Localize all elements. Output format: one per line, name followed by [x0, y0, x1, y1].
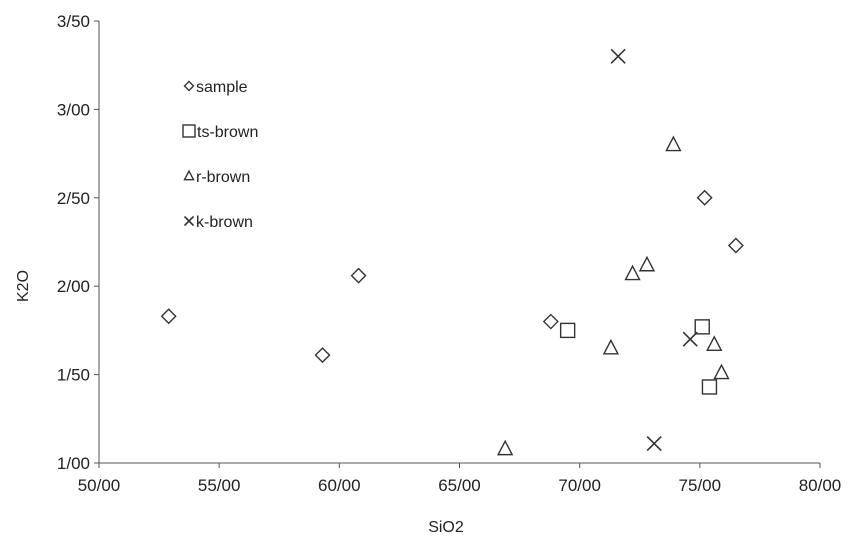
- legend-label-ts-brown: ts-brown: [197, 124, 258, 141]
- data-marks: [160, 48, 744, 456]
- axes: 1/00 1/50 2/00 2/50 3/00 3/50 50/00 55/00 60/00 6…: [57, 12, 841, 495]
- y-axis-title: K2O: [15, 270, 32, 302]
- ts-brown-point: [559, 322, 576, 339]
- legend-marker-sample: [183, 80, 195, 92]
- k-brown-point: [610, 48, 626, 64]
- legend-label-sample: sample: [196, 79, 248, 96]
- r-brown-point: [602, 338, 620, 355]
- r-brown-point: [706, 335, 723, 352]
- r-brown-point: [713, 363, 730, 380]
- sample-point: [160, 308, 177, 325]
- x-marker-stroke: [610, 48, 626, 64]
- sample-point: [350, 267, 367, 284]
- sample-point: [542, 313, 559, 330]
- legend-label-k-brown: k-brown: [196, 214, 253, 231]
- x-tick-label: 70/00: [558, 476, 601, 495]
- x-tick-label: 65/00: [438, 476, 481, 495]
- x-marker-stroke: [682, 331, 698, 347]
- r-brown-point: [665, 135, 682, 152]
- legend-marker-ts-brown: [182, 124, 196, 138]
- k-brown-point: [682, 331, 698, 347]
- y-tick-label: 3/00: [57, 100, 90, 119]
- x-tick-label: 75/00: [679, 476, 722, 495]
- x-tick-label: 80/00: [799, 476, 842, 495]
- x-marker-stroke: [646, 435, 662, 452]
- r-brown-point: [624, 264, 641, 281]
- x-marker-stroke: [183, 215, 195, 227]
- y-tick-label: 1/50: [57, 366, 90, 385]
- sample-point: [727, 237, 744, 254]
- sample-point: [696, 189, 713, 206]
- ts-brown-point: [701, 379, 718, 395]
- legend-marker-r-brown: [183, 169, 195, 181]
- y-tick-label: 2/00: [57, 277, 90, 296]
- y-tick-label: 1/00: [57, 454, 90, 473]
- legend-marker-k-brown: [183, 215, 195, 227]
- r-brown-point: [497, 439, 514, 456]
- y-tick-label: 2/50: [57, 189, 90, 208]
- x-tick-label: 55/00: [198, 476, 241, 495]
- x-tick-label: 60/00: [318, 476, 361, 495]
- legend: sample ts-brown r-brown k-brown: [182, 79, 258, 231]
- ts-brown-point: [694, 319, 710, 335]
- y-tick-label: 3/50: [57, 12, 90, 31]
- sample-point: [314, 347, 331, 364]
- k-brown-point: [646, 435, 662, 452]
- r-brown-point: [638, 255, 656, 272]
- x-axis-title: SiO2: [428, 519, 464, 536]
- legend-label-r-brown: r-brown: [196, 169, 250, 186]
- x-tick-label: 50/00: [78, 476, 121, 495]
